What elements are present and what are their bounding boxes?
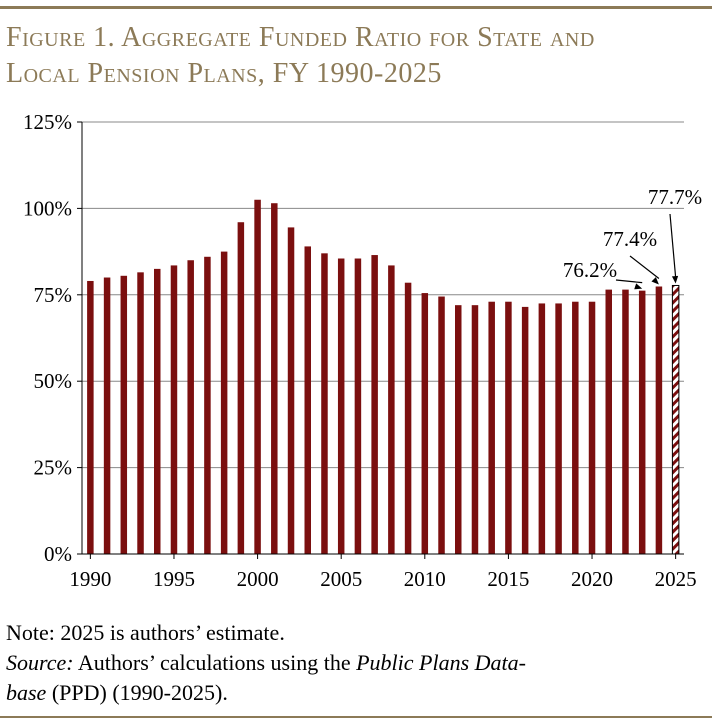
bar-2008 [388, 265, 395, 554]
source-text: Source: Authors’ calculations using the … [6, 648, 706, 708]
data-label-2023: 76.2% [563, 258, 617, 282]
figure-notes: Note: 2025 is authors’ estimate. Source:… [6, 618, 706, 708]
bar-2012 [455, 305, 462, 554]
bar-1998 [220, 251, 228, 554]
bar-2013 [471, 305, 479, 554]
bar-2022 [622, 289, 629, 554]
bar-2019 [572, 301, 579, 554]
y-tick-label-75: 75% [34, 283, 73, 307]
source-text-1: Authors’ calculations using the [73, 650, 357, 675]
top-rule [0, 6, 712, 9]
x-tick-label-2010: 2010 [404, 567, 446, 591]
bar-1990 [87, 280, 94, 554]
y-tick-label-50: 50% [34, 369, 73, 393]
data-label-2025: 77.7% [648, 185, 702, 209]
x-tick-label-2015: 2015 [487, 567, 529, 591]
arrow-line-2024 [629, 255, 660, 279]
data-label-2024: 77.4% [603, 227, 657, 251]
arrow-head-2023 [634, 283, 643, 290]
bar-1992 [120, 275, 128, 554]
arrow-line-2023 [615, 279, 643, 284]
figure-title-line-1: Figure 1. Aggregate Funded Ratio for Sta… [6, 22, 595, 53]
bar-2009 [404, 282, 412, 554]
y-tick-label-25: 25% [34, 456, 73, 480]
source-text-2: (PPD) (1990-2025). [46, 680, 228, 705]
arrow-head-2025 [671, 275, 679, 284]
bar-2020 [588, 301, 596, 554]
x-tick-label-2000: 2000 [237, 567, 279, 591]
bar-2017 [538, 303, 546, 554]
bar-2016 [521, 306, 529, 554]
bar-1997 [204, 256, 211, 554]
gridlines [82, 121, 684, 469]
bar-1994 [154, 268, 161, 554]
bottom-rule [0, 716, 712, 718]
y-tick-label-0: 0% [44, 542, 72, 566]
bar-2014 [488, 301, 495, 554]
bar-2010 [421, 293, 429, 554]
bar-2018 [555, 303, 562, 554]
note-text: Note: 2025 is authors’ estimate. [6, 620, 285, 645]
source-database-name: Public Plans Data- [356, 650, 526, 675]
figure-title-line-2: Local Pension Plans, FY 1990-2025 [6, 58, 442, 89]
bar-1999 [237, 222, 245, 554]
bar-2024 [655, 286, 663, 554]
arrow-line-2025 [669, 213, 677, 278]
bar-2011 [438, 296, 445, 554]
bar-2004 [321, 253, 328, 554]
bar-2003 [304, 246, 311, 554]
bar-2023 [638, 290, 646, 554]
bar-1995 [170, 265, 178, 554]
source-label: Source: [6, 650, 74, 675]
bar-1991 [103, 277, 111, 554]
bar-2021 [605, 289, 612, 554]
y-tick-label-100: 100% [23, 196, 72, 220]
bar-2006 [354, 258, 362, 554]
x-tick-label-2025: 2025 [655, 567, 697, 591]
arrow-head-2024 [651, 277, 659, 285]
x-tick-label-2005: 2005 [320, 567, 362, 591]
axes: 0% 25% 50% 75% 100% 125% 1990 1995 2000 2005 2010 2… [23, 110, 697, 591]
bar-2002 [287, 227, 295, 554]
y-tick-label-125: 125% [23, 110, 72, 134]
bar-1993 [137, 272, 144, 554]
bar-2005 [337, 258, 345, 554]
x-tick-label-1990: 1990 [69, 567, 111, 591]
source-database-name-2: base [6, 680, 47, 705]
bar-1996 [187, 260, 194, 554]
figure-title: Figure 1. Aggregate Funded Ratio for Sta… [6, 20, 706, 92]
bar-2025 [671, 284, 680, 555]
bars [87, 199, 680, 555]
data-labels: 76.2% 77.4% 77.7% [563, 185, 702, 290]
funded-ratio-bar-chart: 0% 25% 50% 75% 100% 125% 1990 1995 2000 2005 2010 2… [23, 110, 702, 591]
x-tick-label-2020: 2020 [571, 567, 613, 591]
bar-2000 [254, 199, 261, 554]
bar-2015 [505, 301, 512, 554]
x-tick-label-1995: 1995 [153, 567, 195, 591]
bar-2007 [371, 255, 378, 554]
bar-2001 [271, 203, 278, 554]
